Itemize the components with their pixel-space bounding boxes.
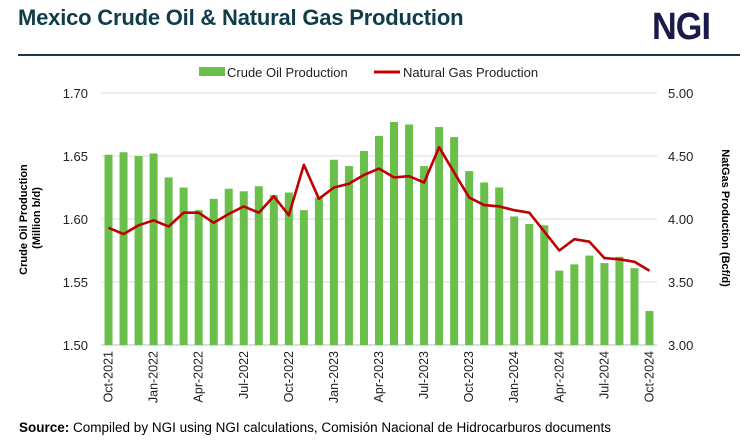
bar-crude-Oct-2023 xyxy=(465,171,474,345)
bar-crude-Nov-2023 xyxy=(480,182,489,345)
y-left-tick-label: 1.60 xyxy=(63,212,88,227)
bar-crude-Dec-2022 xyxy=(314,197,323,345)
bar-crude-Apr-2024 xyxy=(555,270,564,345)
y-left-axis-label: Crude Oil Production (Million b/d) xyxy=(18,161,43,275)
bar-crude-Dec-2023 xyxy=(495,187,504,345)
x-tick-label: Jul-2023 xyxy=(417,351,431,399)
x-tick-label: Jan-2024 xyxy=(507,351,521,403)
legend-label-gas: Natural Gas Production xyxy=(403,65,538,80)
bar-crude-Mar-2024 xyxy=(540,225,549,345)
source-note: Source: Compiled by NGI using NGI calcul… xyxy=(19,420,611,435)
bar-crude-Sep-2022 xyxy=(269,195,278,345)
bar-crude-Oct-2021 xyxy=(104,154,113,345)
bar-crude-Jul-2022 xyxy=(239,191,248,345)
x-tick-label: Jan-2023 xyxy=(327,351,341,403)
y-left-tick-label: 1.70 xyxy=(63,86,88,101)
x-tick-label: Apr-2023 xyxy=(372,351,386,402)
bar-crude-Dec-2021 xyxy=(134,156,143,345)
bar-crude-Feb-2023 xyxy=(344,166,353,345)
y-right-tick-label: 5.00 xyxy=(668,86,693,101)
x-tick-label: Oct-2023 xyxy=(462,351,476,402)
y-right-tick-label: 3.00 xyxy=(668,338,693,353)
y-left-label-unit: (Million b/d) xyxy=(31,187,43,249)
x-tick-label: Apr-2024 xyxy=(552,351,566,402)
y-left-tick-label: 1.55 xyxy=(63,275,88,290)
y-left-label-text: Crude Oil Production xyxy=(18,164,30,275)
x-tick-label: Oct-2022 xyxy=(282,351,296,402)
y-left-tick-label: 1.65 xyxy=(63,149,88,164)
bar-crude-Nov-2021 xyxy=(119,152,128,345)
bar-crude-Jul-2023 xyxy=(420,166,429,345)
bar-crude-Oct-2022 xyxy=(284,192,293,345)
chart-title: Mexico Crude Oil & Natural Gas Productio… xyxy=(18,5,464,30)
bar-crude-Jan-2023 xyxy=(329,159,338,345)
x-tick-label: Jul-2024 xyxy=(597,351,611,399)
legend: Crude Oil Production Natural Gas Product… xyxy=(199,65,538,80)
bar-crude-Aug-2024 xyxy=(615,256,624,345)
title-divider xyxy=(18,54,740,56)
bar-crude-Mar-2022 xyxy=(179,187,188,345)
bar-crude-Jan-2022 xyxy=(149,153,158,345)
bar-crude-May-2022 xyxy=(209,198,218,345)
source-label: Source: xyxy=(19,420,70,435)
bar-crude-Jun-2023 xyxy=(405,124,414,345)
y-right-axis-label: NatGas Production (Bcf/d) xyxy=(719,149,731,287)
bar-crude-May-2024 xyxy=(570,264,579,345)
legend-swatch-crude xyxy=(199,67,225,76)
source-text: Compiled by NGI using NGI calculations, … xyxy=(73,420,612,435)
x-tick-label: Oct-2021 xyxy=(102,351,116,402)
y-right-tick-label: 4.50 xyxy=(668,149,693,164)
bar-crude-Jun-2022 xyxy=(224,188,233,345)
line-natural-gas xyxy=(107,145,651,272)
bar-crude-Feb-2024 xyxy=(525,224,534,345)
y-left-tick-label: 1.50 xyxy=(63,338,88,353)
x-tick-label: Apr-2022 xyxy=(192,351,206,402)
bar-crude-May-2023 xyxy=(390,121,399,345)
legend-label-crude: Crude Oil Production xyxy=(227,65,348,80)
y-right-tick-label: 4.00 xyxy=(668,212,693,227)
bar-crude-Aug-2022 xyxy=(254,186,263,345)
bar-crude-Oct-2024 xyxy=(645,310,654,345)
x-tick-label: Jan-2022 xyxy=(147,351,161,403)
bar-crude-Aug-2023 xyxy=(435,127,444,346)
bar-crude-Nov-2022 xyxy=(299,210,308,345)
y-right-tick-label: 3.50 xyxy=(668,275,693,290)
bar-crude-Sep-2023 xyxy=(450,137,459,345)
bar-crude-Jun-2024 xyxy=(585,255,594,345)
bar-crude-Feb-2022 xyxy=(164,177,173,345)
ngi-logo: NGI xyxy=(652,6,711,48)
bar-crude-Mar-2023 xyxy=(359,150,368,345)
bar-crude-Sep-2024 xyxy=(630,268,639,345)
bar-crude-Jan-2024 xyxy=(510,216,519,345)
x-tick-label: Jul-2022 xyxy=(237,351,251,399)
bar-crude-Apr-2023 xyxy=(375,135,383,345)
x-tick-label: Oct-2024 xyxy=(642,351,656,402)
bar-crude-Apr-2022 xyxy=(194,210,203,345)
bar-crude-Jul-2024 xyxy=(600,263,609,345)
